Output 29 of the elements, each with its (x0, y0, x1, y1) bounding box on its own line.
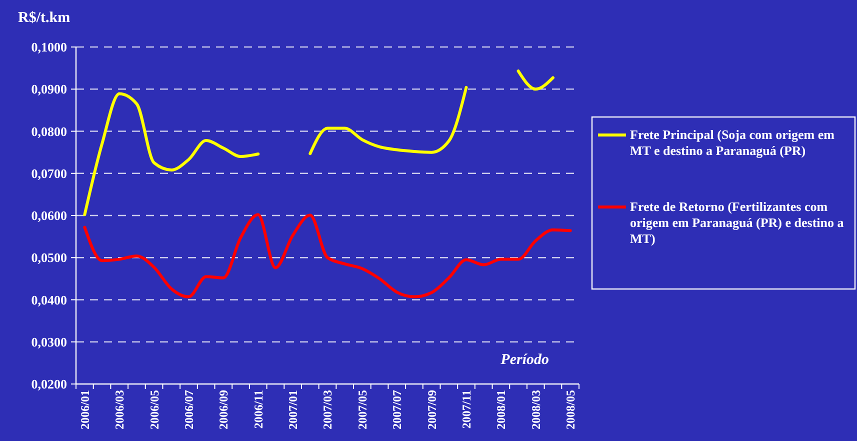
x-tick-label: 2007/05 (355, 390, 370, 430)
y-tick-label: 0,1000 (31, 40, 67, 55)
x-tick-label: 2007/11 (459, 390, 474, 429)
y-tick-label: 0,0200 (31, 376, 67, 392)
x-tick-label: 2006/03 (112, 390, 127, 430)
y-axis-title: R$/t.km (18, 10, 71, 26)
annotation: Período (500, 352, 549, 368)
y-tick-label: 0,0700 (31, 166, 67, 181)
line-series (83, 213, 572, 298)
x-tick-label: 2007/03 (320, 390, 335, 430)
x-tick-label: 2007/07 (390, 390, 404, 430)
y-tick-label: 0,0800 (31, 124, 67, 139)
legend-label: Frete de Retorno (Fertilizantes com origem em Paranaguá (PR) e destino a MT) (630, 199, 844, 246)
x-tick-label: 2006/11 (251, 390, 266, 429)
x-tick-label: 2008/01 (494, 390, 508, 430)
x-tick-label: 2007/01 (286, 390, 300, 430)
x-tick-label: 2006/05 (147, 390, 162, 430)
x-tick-label: 2008/03 (528, 390, 543, 430)
y-tick-label: 0,0900 (31, 82, 67, 97)
x-tick-label: 2006/07 (182, 390, 196, 430)
y-tick-label: 0,0400 (31, 292, 67, 308)
y-tick-label: 0,0600 (31, 208, 67, 224)
y-tick-label: 0,0500 (31, 250, 67, 266)
y-tick-label: 0,0300 (31, 334, 67, 350)
legend-label: Frete Principal (Soja com origem em MT e destino a Paranaguá (PR) (630, 127, 835, 158)
x-tick-label: 2006/09 (216, 390, 231, 430)
x-tick-label: 2008/05 (564, 390, 578, 430)
x-tick-label: 2007/09 (424, 390, 439, 430)
x-tick-label: 2006/01 (78, 390, 92, 430)
